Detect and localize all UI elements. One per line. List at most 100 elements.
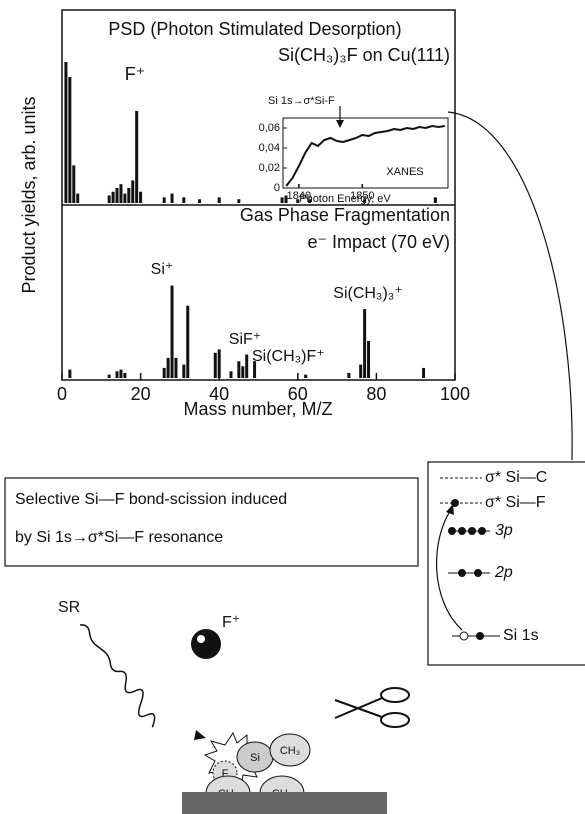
level-label: Si 1s (503, 627, 539, 644)
inset-frame (282, 117, 449, 189)
peak (115, 187, 119, 203)
inset-x-label: Photon Energy, eV (299, 193, 391, 205)
scissors (334, 687, 410, 728)
gas-subtitle: e⁻ Impact (70 eV) (307, 232, 450, 252)
peak (253, 361, 257, 378)
hole (459, 631, 469, 641)
peak (107, 195, 111, 203)
level-label: 2p (494, 564, 513, 581)
y-tick-label: 0,06 (259, 122, 280, 134)
x-tick-label: 100 (440, 384, 470, 404)
x-tick-label: 20 (131, 384, 151, 404)
peak (162, 367, 166, 378)
illustration-label: F⁺ (222, 614, 240, 631)
electron (476, 632, 484, 640)
x-tick-label: 60 (288, 384, 308, 404)
peak (229, 371, 233, 378)
x-axis-label: Mass number, M/Z (183, 399, 332, 419)
x-tick-label: 40 (209, 384, 229, 404)
x-tick-label: 1840 (287, 190, 311, 202)
peak (359, 364, 363, 378)
inset-title: XANES (386, 166, 423, 178)
peak (115, 371, 119, 378)
peak (245, 354, 249, 378)
peak (111, 191, 115, 203)
y-tick-label: 0 (274, 182, 280, 194)
sr-wave (79, 624, 156, 728)
illustration-label: SR (58, 599, 80, 616)
peak (64, 62, 68, 203)
peak (68, 369, 72, 378)
peak (217, 349, 221, 378)
gas-title: Gas Phase Fragmentation (240, 205, 450, 225)
peak-label: Si⁺ (151, 261, 174, 278)
level-label: σ* Si—F (485, 494, 546, 511)
electrons (448, 527, 486, 535)
peak-label: Si(CH₃)₃⁺ (333, 285, 402, 302)
peak (186, 305, 190, 378)
peak (367, 341, 371, 378)
peak (123, 193, 127, 203)
callout-box (4, 477, 419, 567)
peak (76, 193, 80, 203)
connector (447, 111, 573, 461)
peak (119, 184, 123, 203)
peak (68, 77, 72, 203)
peak (107, 374, 111, 378)
peak (433, 197, 437, 203)
peak (363, 309, 367, 378)
peak-label: SiF⁺ (229, 331, 261, 348)
peak (304, 374, 308, 378)
peak (422, 367, 426, 378)
peak (72, 165, 76, 203)
peak (296, 199, 300, 203)
peak (162, 197, 166, 203)
y-tick-label: 0,02 (259, 162, 280, 174)
f-ion (191, 629, 221, 659)
peak (284, 195, 288, 203)
peak (166, 357, 170, 378)
peak (280, 197, 284, 203)
illustration-label: F (222, 768, 229, 780)
peak (135, 110, 139, 203)
sr-arrowhead (194, 730, 206, 740)
excitation-arrow (436, 507, 463, 631)
level-label: 3p (495, 522, 513, 539)
peak (127, 187, 131, 203)
level-label: σ* Si—C (485, 469, 547, 486)
atom (269, 733, 311, 767)
peak (213, 352, 217, 378)
peak (217, 197, 221, 203)
spectrum-line (285, 124, 445, 187)
annotation-arrowhead (336, 120, 344, 128)
x-tick-label: 1850 (350, 190, 374, 202)
peak (347, 372, 351, 378)
peak (237, 199, 241, 203)
peak (123, 372, 127, 378)
psd-title: PSD (Photon Stimulated Desorption) (108, 19, 401, 39)
x-tick-label: 80 (366, 384, 386, 404)
electrons (458, 569, 482, 577)
excitation-arrowhead (446, 504, 454, 515)
illustration-label: CH₃ (280, 745, 300, 757)
peak (182, 364, 186, 378)
peak (139, 191, 143, 203)
peak (170, 285, 174, 378)
illustration-label: Si (250, 752, 260, 764)
peak (131, 180, 135, 203)
y-tick-label: 0,04 (259, 142, 280, 154)
peak (237, 361, 241, 378)
callout-line: Selective Si—F bond-scission induced (15, 491, 287, 508)
plot-frame (61, 9, 456, 381)
callout-line: by Si 1s→σ*Si—F resonance (15, 529, 223, 546)
peak (198, 199, 202, 203)
inset-annotation: Si 1s→σ*Si-F (268, 95, 335, 107)
y-axis-label: Product yields, arb. units (19, 96, 39, 293)
peak-label: F⁺ (125, 64, 146, 84)
peak (241, 366, 245, 378)
substrate (182, 792, 387, 814)
peak (182, 197, 186, 203)
psd-subtitle: Si(CH₃)₃F on Cu(111) (278, 45, 450, 65)
x-tick-label: 0 (57, 384, 67, 404)
